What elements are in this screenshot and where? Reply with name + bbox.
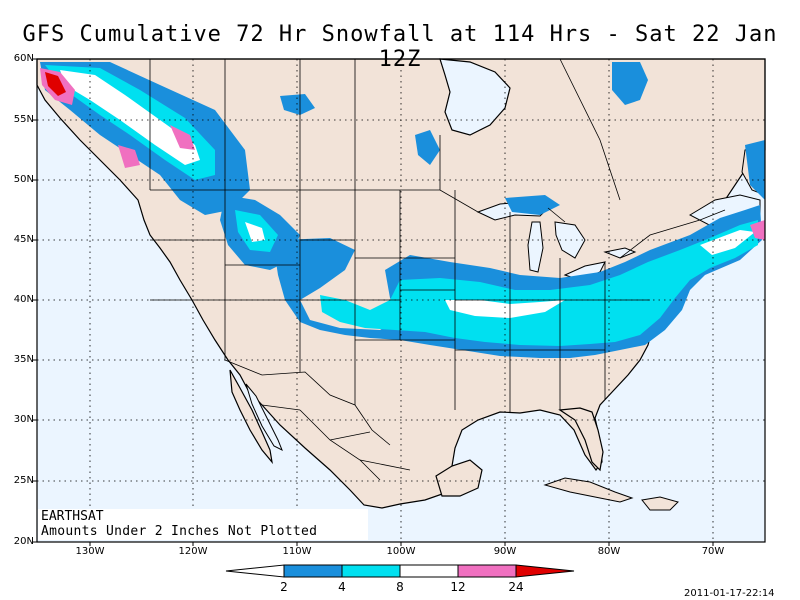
lat-label-25n: 25N [13, 475, 34, 486]
lat-label-50n: 50N [13, 174, 34, 185]
legend-label-4: 4 [338, 580, 346, 594]
snow-bc-12to24c [170, 125, 195, 150]
snow-bc-8to12 [60, 70, 200, 165]
snow-plains-8to12b [700, 230, 755, 255]
lon-label-120w: 120W [178, 546, 208, 557]
snow-ne-12to24 [750, 220, 765, 240]
land-baja [229, 369, 273, 465]
lat-label-45n: 45N [13, 234, 34, 245]
legend-over-24 [515, 564, 575, 578]
legend-8-12 [399, 564, 459, 578]
legend-label-12: 12 [450, 580, 466, 594]
lat-label-60n: 60N [13, 53, 34, 64]
snow-sask-2to4 [280, 94, 315, 115]
legend-12-24 [457, 564, 517, 578]
lake-ontario [603, 247, 637, 259]
lon-label-90w: 90W [493, 546, 517, 557]
legend-bar [225, 564, 575, 578]
province-lines [149, 58, 621, 201]
legend-label-8: 8 [396, 580, 404, 594]
snow-quebec-2to4b [745, 140, 765, 200]
map-frame [36, 58, 766, 543]
hudson-bay [439, 58, 511, 136]
legend-2-4 [283, 564, 343, 578]
timestamp: 2011-01-17-22:14 [684, 588, 775, 599]
land-florida [558, 407, 604, 472]
lon-label-130w: 130W [75, 546, 105, 557]
credit-label: EARTHSAT [41, 509, 104, 524]
snow-plains-4to8 [320, 220, 758, 346]
snowfall-bands [40, 62, 765, 358]
lon-label-100w: 100W [386, 546, 416, 557]
mexico-state-lines [261, 404, 411, 481]
lon-label-80w: 80W [597, 546, 621, 557]
legend-4-8 [341, 564, 401, 578]
legend-under-2 [225, 564, 285, 578]
snow-hudson-2to4 [415, 130, 440, 165]
lat-label-35n: 35N [13, 354, 34, 365]
snow-plains-8to12 [445, 300, 565, 318]
snow-bc-24plus [45, 72, 66, 96]
legend-label-24: 24 [508, 580, 524, 594]
snow-quebec-2to4 [612, 62, 648, 105]
axis-ticks [33, 58, 714, 546]
land-hispaniola [641, 496, 679, 511]
lon-label-70w: 70W [701, 546, 725, 557]
snow-rockies-8to12 [245, 222, 265, 242]
land-cuba [543, 477, 634, 503]
threshold-note: Amounts Under 2 Inches Not Plotted [41, 524, 318, 539]
land-yucatan [435, 459, 483, 497]
lat-label-30n: 30N [13, 414, 34, 425]
gulf-of-california [245, 383, 283, 452]
snow-bc-12to24b [118, 145, 140, 168]
lake-huron [554, 221, 586, 259]
political-boundaries [149, 58, 726, 481]
lat-label-20n: 20N [13, 536, 34, 547]
graticule [37, 59, 765, 542]
us-mexico-border [224, 359, 391, 446]
credit-box [38, 509, 368, 540]
snow-superior-2to4 [505, 195, 560, 215]
legend-label-2: 2 [280, 580, 288, 594]
map-title: GFS Cumulative 72 Hr Snowfall at 114 Hrs… [22, 22, 778, 72]
lat-label-40n: 40N [13, 294, 34, 305]
lon-label-110w: 110W [282, 546, 312, 557]
lake-michigan [527, 221, 544, 273]
lat-label-55n: 55N [13, 114, 34, 125]
